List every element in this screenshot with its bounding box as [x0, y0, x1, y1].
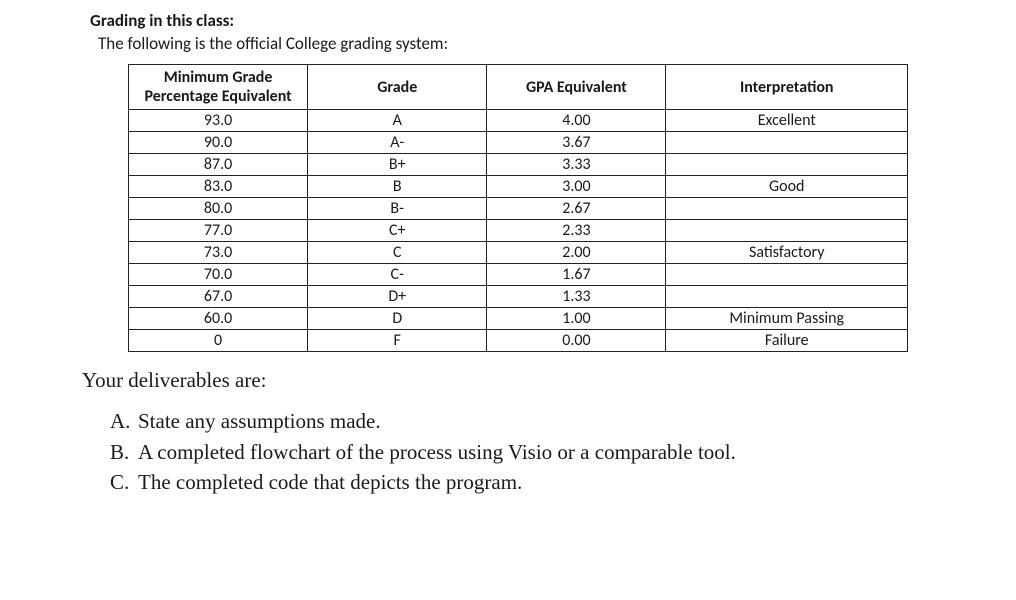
col-header-gpa: GPA Equivalent	[487, 65, 666, 110]
cell-pct: 60.0	[129, 308, 308, 330]
grading-table: Minimum Grade Percentage Equivalent Grad…	[128, 64, 908, 352]
table-row: 80.0B-2.67	[129, 198, 908, 220]
cell-pct: 83.0	[129, 176, 308, 198]
deliverable-letter: A.	[110, 407, 138, 435]
cell-grade: C	[308, 242, 487, 264]
section-title: Grading in this class:	[90, 10, 956, 31]
deliverable-item: A.State any assumptions made.	[110, 407, 956, 435]
table-row: 70.0C-1.67	[129, 264, 908, 286]
cell-interp	[666, 198, 908, 220]
cell-interp	[666, 132, 908, 154]
table-row: 60.0D1.00Minimum Passing	[129, 308, 908, 330]
cell-gpa: 2.67	[487, 198, 666, 220]
document-page: Grading in this class: The following is …	[0, 0, 1016, 518]
cell-gpa: 1.67	[487, 264, 666, 286]
cell-pct: 67.0	[129, 286, 308, 308]
cell-pct: 90.0	[129, 132, 308, 154]
table-row: 83.0B3.00Good	[129, 176, 908, 198]
table-row: 93.0A4.00Excellent	[129, 110, 908, 132]
cell-pct: 87.0	[129, 154, 308, 176]
cell-interp: Failure	[666, 330, 908, 352]
section-subtitle: The following is the official College gr…	[98, 33, 956, 54]
cell-grade: D+	[308, 286, 487, 308]
cell-gpa: 4.00	[487, 110, 666, 132]
cell-pct: 93.0	[129, 110, 308, 132]
table-row: 67.0D+1.33	[129, 286, 908, 308]
cell-gpa: 2.33	[487, 220, 666, 242]
cell-grade: B+	[308, 154, 487, 176]
cell-pct: 73.0	[129, 242, 308, 264]
cell-pct: 0	[129, 330, 308, 352]
cell-interp: Satisfactory	[666, 242, 908, 264]
cell-pct: 80.0	[129, 198, 308, 220]
cell-interp: Minimum Passing	[666, 308, 908, 330]
table-row: 90.0A-3.67	[129, 132, 908, 154]
cell-interp	[666, 220, 908, 242]
cell-gpa: 0.00	[487, 330, 666, 352]
deliverable-text: State any assumptions made.	[138, 407, 956, 435]
cell-interp	[666, 264, 908, 286]
cell-grade: D	[308, 308, 487, 330]
table-row: 73.0C2.00Satisfactory	[129, 242, 908, 264]
table-header-row: Minimum Grade Percentage Equivalent Grad…	[129, 65, 908, 110]
cell-gpa: 3.67	[487, 132, 666, 154]
cell-grade: C+	[308, 220, 487, 242]
col-header-grade: Grade	[308, 65, 487, 110]
cell-gpa: 1.00	[487, 308, 666, 330]
table-row: 87.0B+3.33	[129, 154, 908, 176]
grading-table-wrap: Minimum Grade Percentage Equivalent Grad…	[128, 64, 956, 352]
deliverable-item: C.The completed code that depicts the pr…	[110, 468, 956, 496]
col-header-interp: Interpretation	[666, 65, 908, 110]
deliverable-letter: C.	[110, 468, 138, 496]
cell-interp	[666, 154, 908, 176]
cell-gpa: 3.33	[487, 154, 666, 176]
cell-interp: Excellent	[666, 110, 908, 132]
cell-grade: A-	[308, 132, 487, 154]
cell-gpa: 3.00	[487, 176, 666, 198]
table-row: 77.0C+2.33	[129, 220, 908, 242]
cell-grade: B	[308, 176, 487, 198]
cell-interp: Good	[666, 176, 908, 198]
cell-interp	[666, 286, 908, 308]
cell-gpa: 1.33	[487, 286, 666, 308]
deliverable-letter: B.	[110, 438, 138, 466]
cell-grade: F	[308, 330, 487, 352]
deliverable-item: B.A completed flowchart of the process u…	[110, 438, 956, 466]
deliverables-list: A.State any assumptions made.B.A complet…	[110, 407, 956, 496]
col-header-pct: Minimum Grade Percentage Equivalent	[129, 65, 308, 110]
cell-pct: 70.0	[129, 264, 308, 286]
cell-grade: B-	[308, 198, 487, 220]
deliverable-text: A completed flowchart of the process usi…	[138, 438, 956, 466]
deliverable-text: The completed code that depicts the prog…	[138, 468, 956, 496]
table-row: 0F0.00Failure	[129, 330, 908, 352]
deliverables-title: Your deliverables are:	[82, 368, 956, 393]
cell-pct: 77.0	[129, 220, 308, 242]
cell-grade: C-	[308, 264, 487, 286]
cell-grade: A	[308, 110, 487, 132]
cell-gpa: 2.00	[487, 242, 666, 264]
